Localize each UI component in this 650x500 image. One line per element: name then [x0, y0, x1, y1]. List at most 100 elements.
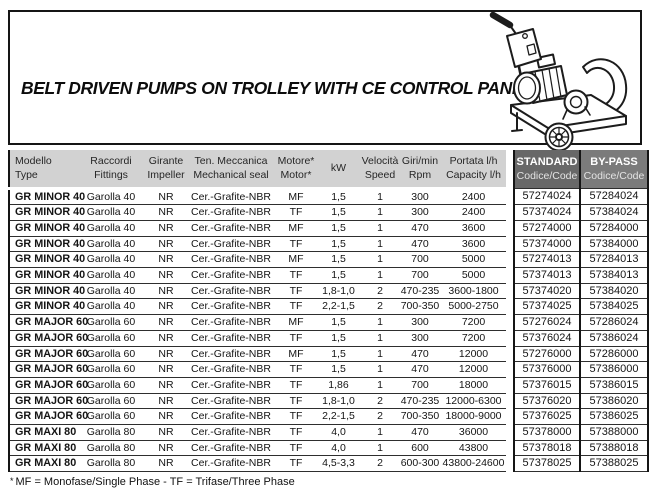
cell-por: 2400: [441, 188, 506, 206]
cell-rac: Garolla 60: [76, 346, 146, 363]
cell-byp: 57286000: [580, 346, 649, 363]
cell-mot: TF: [276, 236, 316, 253]
cell-rac: Garolla 40: [76, 267, 146, 284]
cell-gir: NR: [146, 424, 186, 441]
cell-gir: NR: [146, 408, 186, 426]
cell-vel: 2: [361, 408, 399, 426]
cell-mod: GR MAJOR 60: [8, 361, 88, 378]
cell-byp: 57388000: [580, 424, 649, 441]
cell-gir: NR: [146, 455, 186, 473]
column-gap: [506, 251, 514, 268]
pump-head: [563, 89, 589, 115]
cell-mot: TF: [276, 455, 316, 473]
cell-gir: NR: [146, 440, 186, 457]
table-row: GR MAXI 80 Garolla 80 NR Cer.-Grafite-NBR TF…: [8, 440, 649, 457]
cell-rac: Garolla 40: [76, 298, 146, 316]
cell-por: 5000-2750: [441, 298, 506, 316]
cell-kw: 4,0: [316, 424, 361, 441]
cell-byp: 57386024: [580, 330, 649, 347]
cell-mot: TF: [276, 330, 316, 347]
cell-ten: Cer.-Grafite-NBR: [186, 251, 276, 269]
table-header: Modello Type Raccordi Fittings Girante I…: [8, 150, 649, 190]
cell-vel: 1: [361, 188, 399, 206]
cell-mod: GR MAJOR 60: [8, 393, 88, 410]
cell-vel: 1: [361, 267, 399, 284]
header-portata: Portata l/h Capacity l/h: [441, 150, 506, 190]
cell-mod: GR MAXI 80: [8, 424, 76, 441]
cell-ten: Cer.-Grafite-NBR: [186, 361, 276, 378]
table-row: GR MAJOR 60 Garolla 60 NR Cer.-Grafite-NBR M…: [8, 314, 649, 331]
cell-kw: 1,5: [316, 251, 361, 269]
cell-ten: Cer.-Grafite-NBR: [186, 346, 276, 363]
pump-trolley-illustration: [489, 11, 628, 152]
title-banner: BELT DRIVEN PUMPS ON TROLLEY WITH CE CON…: [8, 10, 642, 152]
cell-vel: 1: [361, 220, 399, 237]
panel-indicator: [522, 33, 528, 39]
footnote-text: MF = Monofase/Single Phase - TF = Trifas…: [15, 476, 295, 488]
cell-rac: Garolla 40: [76, 204, 146, 221]
cell-giri: 700: [399, 267, 441, 284]
header-bypass-code: BY-PASS Codice/Code: [580, 150, 649, 189]
cell-rac: Garolla 60: [76, 408, 146, 426]
cell-mod: GR MAJOR 60: [8, 377, 88, 394]
cell-std: 57274024: [513, 188, 581, 206]
cell-kw: 2,2-1,5: [316, 408, 361, 426]
cell-std: 57378025: [513, 455, 581, 473]
table-row: GR MINOR 40 Garolla 40 NR Cer.-Grafite-NBR T…: [8, 298, 649, 316]
cell-vel: 2: [361, 298, 399, 316]
page-title: BELT DRIVEN PUMPS ON TROLLEY WITH CE CON…: [21, 78, 534, 98]
cell-vel: 1: [361, 236, 399, 253]
cell-mod: GR MAXI 80: [8, 455, 76, 473]
cell-vel: 1: [361, 314, 399, 331]
cell-giri: 470-235: [399, 283, 441, 300]
cell-kw: 1,5: [316, 361, 361, 378]
cell-giri: 470: [399, 236, 441, 253]
cell-mot: MF: [276, 346, 316, 363]
cell-mot: TF: [276, 424, 316, 441]
cell-byp: 57286024: [580, 314, 649, 331]
cell-ten: Cer.-Grafite-NBR: [186, 283, 276, 300]
cell-gir: NR: [146, 377, 186, 394]
cell-ten: Cer.-Grafite-NBR: [186, 440, 276, 457]
cell-vel: 2: [361, 393, 399, 410]
header-raccordi: Raccordi Fittings: [76, 150, 146, 190]
cell-gir: NR: [146, 393, 186, 410]
cell-rac: Garolla 80: [76, 440, 146, 457]
cell-por: 7200: [441, 314, 506, 331]
cell-ten: Cer.-Grafite-NBR: [186, 393, 276, 410]
cell-std: 57378018: [513, 440, 581, 457]
cell-mod: GR MINOR 40: [8, 236, 85, 253]
table-row: GR MINOR 40 Garolla 40 NR Cer.-Grafite-NBR T…: [8, 283, 649, 300]
panel-switch: [526, 43, 537, 56]
cell-gir: NR: [146, 188, 186, 206]
cell-std: 57374013: [513, 267, 581, 284]
cell-byp: 57388018: [580, 440, 649, 457]
column-gap: [506, 188, 514, 205]
cell-giri: 300: [399, 204, 441, 221]
cell-mot: TF: [276, 393, 316, 410]
table-row: GR MINOR 40 Garolla 40 NR Cer.-Grafite-NBR M…: [8, 188, 649, 206]
cell-byp: 57284000: [580, 220, 649, 237]
cell-std: 57378000: [513, 424, 581, 441]
cell-mot: TF: [276, 283, 316, 300]
cell-std: 57276024: [513, 314, 581, 331]
cell-mot: TF: [276, 377, 316, 394]
cell-por: 18000-9000: [441, 408, 506, 426]
cell-ten: Cer.-Grafite-NBR: [186, 236, 276, 253]
cell-mod: GR MINOR 40: [8, 267, 85, 284]
cell-por: 12000: [441, 361, 506, 378]
cell-kw: 2,2-1,5: [316, 298, 361, 316]
cell-vel: 1: [361, 251, 399, 269]
table-row: GR MAJOR 60 Garolla 60 NR Cer.-Grafite-NBR T…: [8, 408, 649, 426]
cell-std: 57374020: [513, 283, 581, 300]
cell-por: 12000: [441, 346, 506, 363]
cell-por: 2400: [441, 204, 506, 221]
cell-kw: 1,5: [316, 236, 361, 253]
cell-por: 18000: [441, 377, 506, 394]
cell-rac: Garolla 80: [76, 455, 146, 473]
cell-kw: 1,5: [316, 204, 361, 221]
cell-rac: Garolla 60: [76, 330, 146, 347]
table-row: GR MINOR 40 Garolla 40 NR Cer.-Grafite-NBR M…: [8, 220, 649, 237]
column-gap: [506, 393, 514, 409]
cell-giri: 470-235: [399, 393, 441, 410]
